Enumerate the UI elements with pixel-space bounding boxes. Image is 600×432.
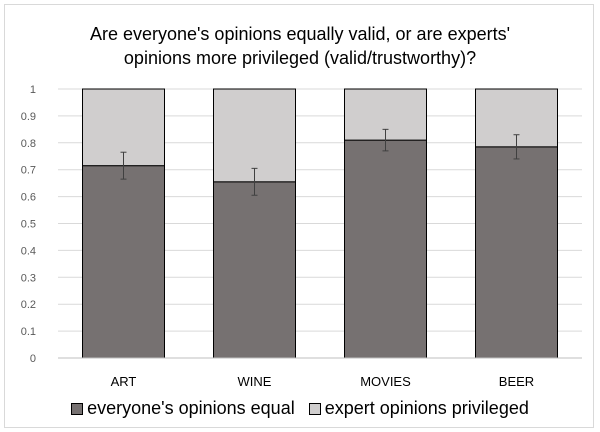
- legend: everyone's opinions equal expert opinion…: [0, 398, 600, 419]
- bar-segment-everyone-equal: [82, 165, 165, 359]
- y-tick-label: 0.1: [21, 326, 36, 338]
- y-tick-label: 0.5: [21, 219, 36, 231]
- x-tick-label: ART: [111, 374, 137, 389]
- y-tick-label: 0.6: [21, 192, 36, 204]
- legend-label-everyone-equal: everyone's opinions equal: [87, 398, 295, 418]
- legend-label-expert-privileged: expert opinions privileged: [324, 398, 529, 418]
- legend-swatch-expert-privileged: [308, 402, 321, 415]
- y-tick-label: 1: [30, 84, 36, 96]
- legend-item-expert-privileged: expert opinions privileged: [308, 398, 529, 419]
- y-tick-label: 0.8: [21, 138, 36, 150]
- y-tick-label: 0.3: [21, 272, 36, 284]
- x-tick-label: BEER: [499, 374, 534, 389]
- bar-segment-everyone-equal: [344, 139, 427, 359]
- bar-segment-everyone-equal: [213, 181, 296, 359]
- legend-swatch-everyone-equal: [71, 402, 84, 415]
- y-tick-label: 0.2: [21, 299, 36, 311]
- y-tick-label: 0: [30, 353, 36, 365]
- y-tick-label: 0.4: [21, 245, 36, 257]
- chart-title: Are everyone's opinions equally valid, o…: [0, 22, 600, 70]
- bar-segment-everyone-equal: [475, 146, 558, 359]
- legend-item-everyone-equal: everyone's opinions equal: [71, 398, 295, 419]
- x-tick-label: WINE: [238, 374, 272, 389]
- chart-title-line-2: opinions more privileged (valid/trustwor…: [123, 48, 477, 68]
- y-tick-label: 0.7: [21, 165, 36, 177]
- chart-title-line-1: Are everyone's opinions equally valid, o…: [89, 24, 511, 44]
- x-tick-label: MOVIES: [360, 374, 411, 389]
- y-tick-label: 0.9: [21, 111, 36, 123]
